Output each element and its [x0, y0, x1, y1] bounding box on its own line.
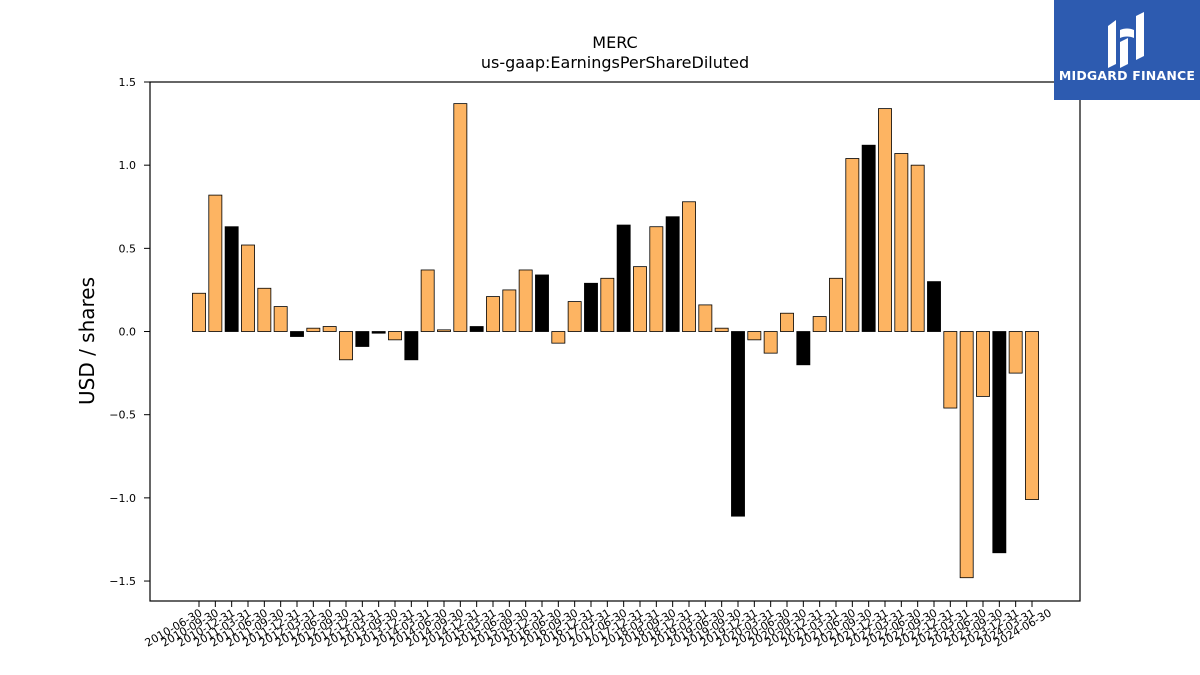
bar-2010-12-31 [224, 226, 239, 332]
bar-2010-09-30 [208, 194, 223, 332]
bar-2018-03-31 [649, 226, 664, 332]
bar-2016-12-31 [584, 282, 598, 332]
y-axis-label: USD / shares [75, 277, 99, 405]
bar-2024-03-31 [1025, 331, 1039, 500]
bar-2012-06-30 [322, 326, 337, 332]
bar-2020-09-30 [796, 331, 811, 366]
chart-subtitle: us-gaap:EarningsPerShareDiluted [481, 53, 749, 72]
chart-title: MERC [592, 33, 637, 52]
bar-2013-03-31 [371, 331, 386, 334]
y-tick-label: 1.0 [119, 159, 137, 172]
bar-2013-12-31 [404, 331, 419, 361]
midgard-finance-logo: MIDGARD FINANCE [1054, 0, 1200, 100]
logo-text: MIDGARD FINANCE [1058, 68, 1196, 83]
bar-2021-03-31 [829, 277, 843, 332]
bar-2011-06-30 [257, 287, 272, 332]
bar-2022-06-30 [910, 164, 925, 332]
bar-2011-09-30 [273, 306, 288, 332]
bar-2010-06-30 [192, 292, 206, 332]
logo-mark-icon [1108, 12, 1144, 68]
bar-2022-09-30 [927, 281, 941, 332]
bar-2014-03-31 [420, 269, 435, 332]
bar-2020-06-30 [780, 312, 794, 332]
x-axis: 2010-06-302010-09-302010-12-312011-03-31… [143, 601, 1054, 650]
y-tick-label: −1.5 [109, 575, 136, 588]
bar-2017-03-31 [600, 277, 615, 332]
y-tick-label: 1.5 [119, 76, 137, 89]
bar-2023-03-31 [959, 331, 974, 579]
bar-2019-06-30 [714, 327, 729, 332]
bar-2022-03-31 [894, 153, 909, 332]
bar-2021-09-30 [861, 144, 876, 332]
bar-2011-03-31 [241, 244, 255, 332]
bar-2015-03-31 [486, 296, 500, 332]
bar-2018-12-31 [682, 201, 696, 332]
plot-frame [149, 81, 1081, 602]
bar-2013-09-30 [388, 331, 402, 341]
bar-2022-12-31 [943, 331, 958, 409]
bar-2019-12-31 [747, 331, 762, 341]
bar-2015-06-30 [502, 289, 517, 332]
bar-2015-09-30 [518, 269, 533, 332]
bar-2014-06-30 [437, 329, 451, 332]
bar-2015-12-31 [535, 274, 549, 332]
bar-2016-06-30 [551, 331, 566, 344]
bar-2019-09-30 [731, 331, 745, 517]
bar-2017-12-31 [633, 266, 647, 332]
y-tick-label: −0.5 [109, 409, 136, 422]
bar-2023-12-31 [1008, 331, 1023, 374]
bar-2019-03-31 [698, 304, 713, 332]
bar-2021-12-31 [878, 108, 892, 332]
bar-2017-06-30 [616, 224, 631, 332]
bar-2012-12-31 [355, 331, 370, 347]
bar-2023-06-30 [976, 331, 990, 397]
bar-2023-09-30 [992, 331, 1007, 554]
y-tick-label: 0.5 [119, 242, 137, 255]
bar-2011-12-31 [290, 331, 304, 337]
bars-group [192, 103, 1039, 579]
y-axis: −1.5 −1.0 −0.5 0.0 0.5 1.0 1.5 [109, 76, 150, 588]
y-tick-label: 0.0 [119, 326, 137, 339]
bar-2020-03-31 [763, 331, 778, 354]
y-tick-label: −1.0 [109, 492, 136, 505]
bar-2012-09-30 [339, 331, 353, 361]
bar-2018-09-30 [665, 216, 680, 332]
bar-2014-12-31 [469, 326, 484, 332]
bar-2014-09-30 [453, 103, 468, 332]
bar-2012-03-31 [306, 327, 321, 332]
bar-2021-06-30 [845, 158, 860, 332]
bar-2016-09-30 [567, 301, 582, 332]
bar-2020-12-31 [812, 316, 827, 332]
